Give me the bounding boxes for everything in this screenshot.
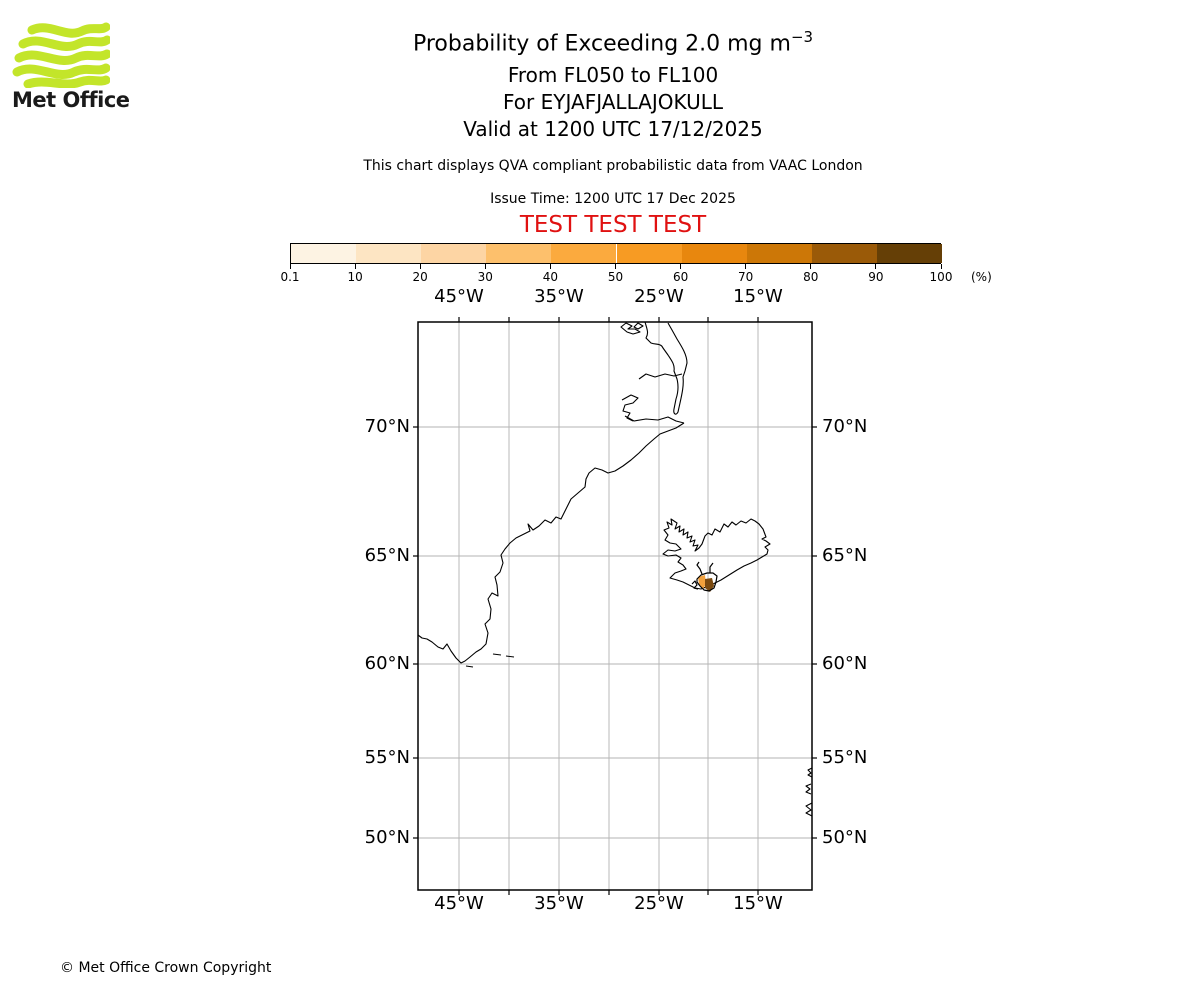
coast-greenland-main [417,422,685,664]
coastlines [417,321,813,817]
colorbar-tick-label: 20 [412,270,428,284]
colorbar-segment [681,244,747,263]
colorbar-tick-label: 50 [607,270,624,284]
coast-greenland-scoresby [644,321,688,415]
coast-scoresby-south-shore [621,394,685,424]
colorbar-segment [421,244,487,263]
contour-horns [696,561,714,575]
colorbar-tick-label: 80 [803,270,819,284]
colorbar-segment [811,244,877,263]
subtitle-valid-time: Valid at 1200 UTC 17/12/2025 [463,117,763,141]
lat-label-left: 50°N [364,827,410,848]
colorbar-tick [289,264,291,269]
probability-contour-patch [691,561,718,592]
colorbar-tick [680,264,682,269]
lat-label-left: 65°N [364,545,410,566]
chart-description: This chart displays QVA compliant probab… [363,158,863,174]
colorbar-segment [356,244,422,263]
map-frame [417,321,813,891]
test-banner: TEST TEST TEST [519,212,707,238]
colorbar-tick-label: 30 [477,270,493,284]
lon-label-bottom: 35°W [534,893,584,914]
lon-label-bottom: 45°W [434,893,484,914]
colorbar-tick [354,264,356,269]
met-office-logo-text: Met Office [12,88,130,112]
colorbar-tick [484,264,486,269]
lat-label-right: 55°N [822,747,868,768]
lon-label-bottom: 15°W [733,893,783,914]
subtitle-flight-levels: From FL050 to FL100 [507,63,719,87]
contour-fill-orange [698,575,706,589]
colorbar-segment [291,244,357,263]
subtitle-volcano: For EYJAFJALLAJOKULL [503,90,723,114]
map-frame-ticks [413,317,817,895]
lon-label-top: 25°W [634,286,684,307]
colorbar-segment [746,244,812,263]
contour-west-hook [691,580,699,590]
colorbar-tick [615,264,616,269]
lat-label-right: 50°N [822,827,868,848]
contour-fill-dark-brown [705,578,714,592]
probability-colorbar [290,243,942,264]
copyright-notice: © Met Office Crown Copyright [60,960,272,976]
colorbar-ticks [289,264,942,270]
coast-greenland-top-islands [620,322,644,335]
title-main: Probability of Exceeding 2.0 mg m [412,31,791,57]
colorbar-tick-label: 40 [542,270,559,284]
lat-label-left: 60°N [364,653,410,674]
title-exponent: −3 [790,28,813,46]
lon-label-top: 35°W [534,286,584,307]
colorbar-unit-label: (%) [971,270,992,284]
page-title: Probability of Exceeding 2.0 mg m−3 [13,28,1200,56]
colorbar-tick-label: 90 [868,270,884,284]
contour-outline [696,572,718,592]
lat-label-right: 65°N [822,545,868,566]
graticule-gridlines [418,322,812,890]
colorbar-tick-label: 60 [672,270,689,284]
lat-label-right: 60°N [822,653,868,674]
lat-label-left: 70°N [364,416,410,437]
colorbar-tick-label: 0.1 [280,270,300,284]
colorbar-tick [549,264,551,269]
colorbar-tick-label: 100 [929,270,953,284]
colorbar-segment [616,244,682,263]
colorbar-segment [876,244,942,263]
colorbar-tick [419,264,421,269]
lon-label-top: 15°W [733,286,783,307]
colorbar-segment [486,244,552,263]
colorbar-tick-labels: 0.1 10 20 30 40 50 60 70 80 90 100 [280,270,990,286]
met-office-logo-icon [12,22,110,88]
lat-label-right: 70°N [822,416,868,437]
colorbar-segment [551,244,617,263]
map-canvas [413,317,817,895]
coast-iceland [662,518,771,590]
lat-label-left: 55°N [364,747,410,768]
coast-greenland-skerries [465,653,515,668]
colorbar-tick [810,264,812,269]
colorbar-tick-label: 10 [347,270,363,284]
lon-label-top: 45°W [434,286,484,307]
colorbar-tick-label: 70 [738,270,754,284]
colorbar-tick [745,264,747,269]
coast-scoresby-north-shore [638,373,683,380]
colorbar-tick [875,264,877,269]
issue-time: Issue Time: 1200 UTC 17 Dec 2025 [490,191,736,207]
lon-label-bottom: 25°W [634,893,684,914]
coast-ireland-fragments [805,767,813,817]
colorbar-tick [940,264,942,269]
